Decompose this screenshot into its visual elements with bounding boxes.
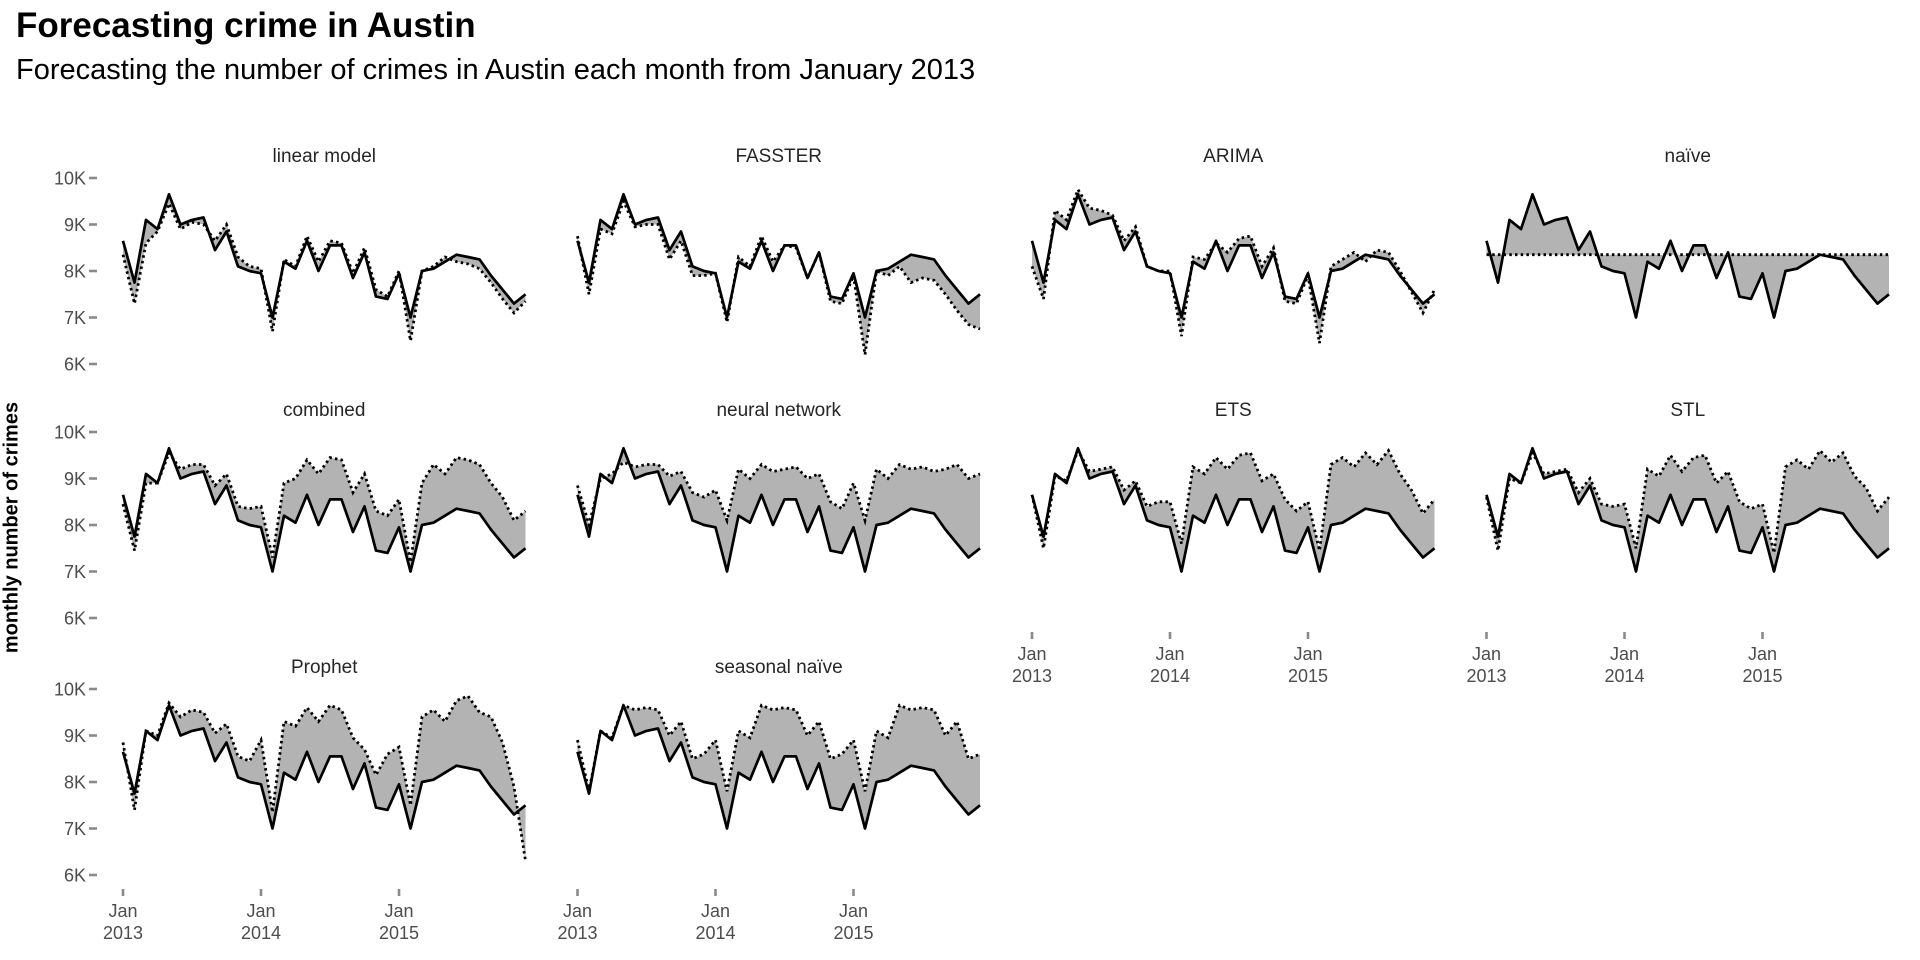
forecast-line — [576, 197, 981, 355]
x-tick-label-month: Jan — [839, 901, 868, 921]
forecast-error-ribbon — [1032, 189, 1435, 344]
page-subtitle: Forecasting the number of crimes in Aust… — [16, 54, 976, 86]
x-tick-label-month: Jan — [1610, 644, 1639, 664]
y-tick-label: 8K — [64, 262, 86, 282]
x-tick-label-year: 2014 — [1150, 666, 1190, 686]
facet-title-linear-model: linear model — [273, 146, 377, 167]
observed-line — [1485, 192, 1890, 319]
y-tick-label: 7K — [64, 819, 86, 839]
facet-combined: combined 10K 9K 8K 7K 6K — [54, 400, 527, 629]
x-tick-label-month: Jan — [1017, 644, 1046, 664]
observed-line — [1030, 446, 1436, 573]
forecast-line — [121, 694, 527, 862]
forecast-error-ribbon — [577, 194, 980, 355]
facet-title-ets: ETS — [1215, 400, 1252, 421]
facet-title-stl: STL — [1670, 400, 1705, 421]
x-tick-label-month: Jan — [1472, 644, 1501, 664]
facet-naive: naïve — [1485, 146, 1890, 319]
observed-line — [576, 192, 981, 319]
y-tick-label: 9K — [64, 469, 86, 489]
facet-title-fasster: FASSTER — [735, 146, 822, 167]
y-tick-label: 9K — [64, 726, 86, 746]
facet-title-naive: naïve — [1665, 146, 1711, 167]
y-tick-label: 6K — [64, 609, 86, 629]
observed-line — [576, 446, 981, 573]
y-tick-label: 10K — [54, 680, 86, 700]
x-tick-label-year: 2015 — [379, 923, 419, 943]
x-tick-label-year: 2015 — [1742, 666, 1782, 686]
x-tick-label-month: Jan — [1155, 644, 1184, 664]
x-tick-label-year: 2013 — [1466, 666, 1506, 686]
forecast-line — [1485, 448, 1891, 554]
y-tick-label: 6K — [64, 355, 86, 375]
forecast-line — [1030, 447, 1436, 551]
x-tick-label-year: 2015 — [1288, 666, 1328, 686]
observed-line — [1485, 446, 1890, 573]
facet-title-seasonal-naive: seasonal naïve — [715, 657, 843, 678]
x-tick-label-month: Jan — [701, 901, 730, 921]
x-tick-label-year: 2014 — [241, 923, 281, 943]
x-tick-label-month: Jan — [1748, 644, 1777, 664]
forecast-line — [121, 449, 527, 563]
observed-line — [121, 703, 527, 830]
observed-line — [121, 446, 527, 573]
facet-fasster: FASSTER — [576, 146, 981, 355]
page-title: Forecasting crime in Austin — [16, 6, 476, 45]
facet-title-prophet: Prophet — [291, 657, 358, 678]
facet-title-neural-network: neural network — [716, 400, 841, 421]
x-tick-label-year: 2013 — [103, 923, 143, 943]
observed-line — [576, 703, 981, 830]
facet-linear-model: linear model 10K 9K 8K 7K 6K — [54, 146, 527, 375]
x-tick-label-month: Jan — [384, 901, 413, 921]
x-tick-label-month: Jan — [563, 901, 592, 921]
forecast-error-ribbon — [123, 696, 526, 861]
forecast-error-ribbon — [123, 194, 526, 341]
x-tick-label-year: 2015 — [833, 923, 873, 943]
x-tick-label-year: 2014 — [695, 923, 735, 943]
y-tick-label: 10K — [54, 169, 86, 189]
y-tick-label: 7K — [64, 562, 86, 582]
x-tick-label-month: Jan — [246, 901, 275, 921]
y-tick-label: 9K — [64, 215, 86, 235]
facet-neural-network: neural network — [576, 400, 981, 573]
x-tick-label-year: 2014 — [1604, 666, 1644, 686]
y-tick-label: 6K — [64, 866, 86, 886]
y-tick-label: 10K — [54, 423, 86, 443]
observed-line — [1030, 192, 1436, 319]
facet-title-combined: combined — [283, 400, 365, 421]
y-tick-label: 8K — [64, 773, 86, 793]
x-tick-label-month: Jan — [108, 901, 137, 921]
facet-title-arima: ARIMA — [1203, 146, 1264, 167]
x-tick-label-year: 2013 — [557, 923, 597, 943]
facet-arima: ARIMA — [1030, 146, 1436, 344]
y-tick-label: 7K — [64, 308, 86, 328]
x-tick-label-month: Jan — [1293, 644, 1322, 664]
x-tick-label-year: 2013 — [1012, 666, 1052, 686]
observed-line — [121, 192, 527, 319]
forecast-line — [576, 703, 981, 792]
y-tick-label: 8K — [64, 516, 86, 536]
